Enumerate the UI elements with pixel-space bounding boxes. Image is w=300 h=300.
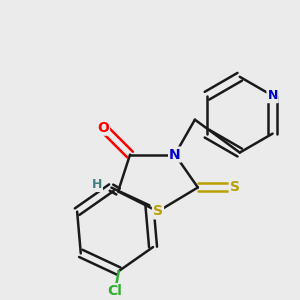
Text: O: O [97,121,109,135]
Text: H: H [92,178,102,191]
Text: S: S [153,204,163,218]
Text: S: S [230,181,240,194]
Text: Cl: Cl [108,284,122,298]
Text: N: N [169,148,181,162]
Text: N: N [267,89,278,102]
